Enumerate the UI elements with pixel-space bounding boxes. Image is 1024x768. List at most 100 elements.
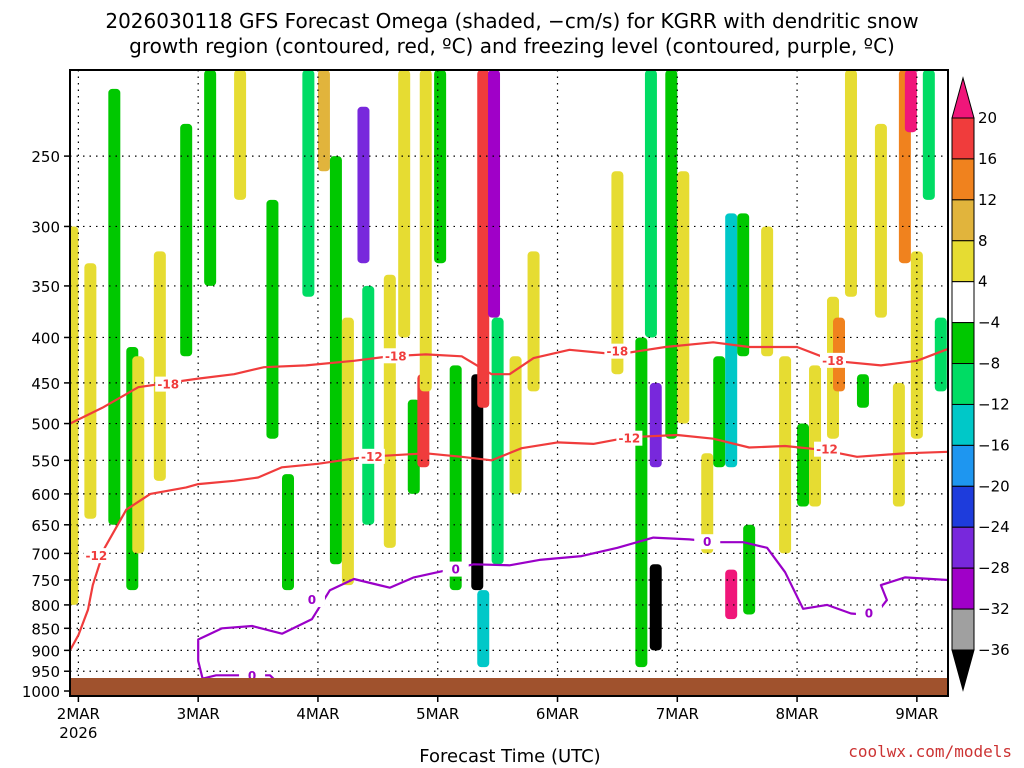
contour-label-bg [820,352,847,368]
contour-label-bg [814,441,841,457]
omega-band [635,337,648,668]
omega-band [204,70,217,286]
colorbar-label: −20 [978,477,1010,495]
grid [70,70,948,696]
contour-label: 0 [308,593,316,607]
y-tick-label: 900 [31,642,60,660]
omega-band [809,365,822,507]
colorbar-swatch [951,281,975,324]
omega-band [527,251,540,392]
omega-band [383,274,396,548]
omega-band [153,251,166,481]
contour-label-bg [442,561,469,577]
omega-band [477,70,490,408]
colorbar-label: −4 [978,314,1000,332]
y-tick-label: 450 [31,375,60,393]
x-tick-label: 6MAR [536,705,579,723]
omega-band [509,356,522,494]
colorbar-label: 16 [978,150,997,168]
contour-label-bg [358,448,385,464]
y-tick-label: 1000 [22,683,60,701]
omega-band [644,70,657,338]
contour-label-bg [694,534,721,550]
contour-label: -12 [361,450,383,464]
omega-band [910,251,923,439]
y-tick-label: 500 [31,416,60,434]
terrain-ground [70,678,948,696]
omega-band [725,569,738,620]
omega-band [737,213,750,357]
contour-label-bg [604,343,631,359]
omega-band [419,70,432,392]
chart-title-line-2: growth region (contoured, red, ºC) and f… [129,34,895,58]
colorbar-swatch [951,117,975,160]
omega-band [797,423,810,507]
omega-band [922,70,935,200]
omega-band [282,474,295,591]
colorbar-label: −32 [978,600,1010,618]
colorbar-label: −12 [978,395,1010,413]
omega-band [477,590,490,668]
omega-band [892,382,905,507]
omega-band [856,374,869,408]
omega-band [761,226,774,357]
x-tick-label: 2MAR [57,705,100,723]
y-tick-label: 700 [31,545,60,563]
colorbar-swatch [951,444,975,487]
x-tick-label: 9MAR [895,705,938,723]
omega-band [357,106,370,264]
omega-band [904,70,917,133]
y-tick-label: 850 [31,620,60,638]
contour-label: -12 [619,432,641,446]
x-tick-label: 5MAR [416,705,459,723]
colorbar-label: −24 [978,518,1010,536]
omega-band [677,171,690,424]
x-tick-label: 3MAR [177,705,220,723]
omega-band [488,70,501,318]
x-tick-label: 4MAR [296,705,339,723]
colorbar-swatch [951,608,975,651]
colorbar: 20 16 12 8 4 −4 −8 −12 −16 −20 −24 −28 −32 −36 [951,76,1010,692]
omega-band [491,317,504,565]
x-axis-title: Forecast Time (UTC) [419,746,600,767]
y-tick-label: 350 [31,278,60,296]
contour-label-bg [298,592,325,608]
contour-label: -12 [86,549,108,563]
x-tick-year: 2026 [59,724,97,742]
omega-band [611,171,624,375]
chart-title-line-1: 2026030118 GFS Forecast Omega (shaded, −… [105,9,918,33]
omega-band [449,365,462,591]
contour-label-bg [855,605,882,621]
y-tick-label: 300 [31,218,60,236]
omega-band [341,317,354,586]
omega-band [649,564,662,651]
colorbar-label: −28 [978,559,1010,577]
y-tick-label: 950 [31,663,60,681]
y-tick-label: 600 [31,486,60,504]
y-tick-label: 750 [31,572,60,590]
colorbar-swatch [951,199,975,242]
contour-label-bg [155,376,182,392]
omega-shading [70,70,947,668]
colorbar-swatch [951,567,975,610]
colorbar-swatch [951,240,975,283]
colorbar-bottom-arrow [951,649,975,692]
colorbar-swatch [951,158,975,201]
colorbar-label: 12 [978,191,997,209]
y-tick-label: 400 [31,329,60,347]
omega-band [434,70,447,264]
colorbar-label: −36 [978,641,1010,659]
colorbar-swatch [951,526,975,569]
contour-label: 0 [248,669,256,683]
omega-band [844,70,857,297]
dgz-minus-18-contour [70,341,948,425]
contour-label: 0 [703,535,711,549]
colorbar-label: 4 [978,273,988,291]
y-tick-label: 800 [31,597,60,615]
credit-link[interactable]: coolwx.com/models [848,742,1012,761]
contour-label: -12 [816,443,838,457]
colorbar-swatch [951,322,975,365]
colorbar-swatch [951,485,975,528]
